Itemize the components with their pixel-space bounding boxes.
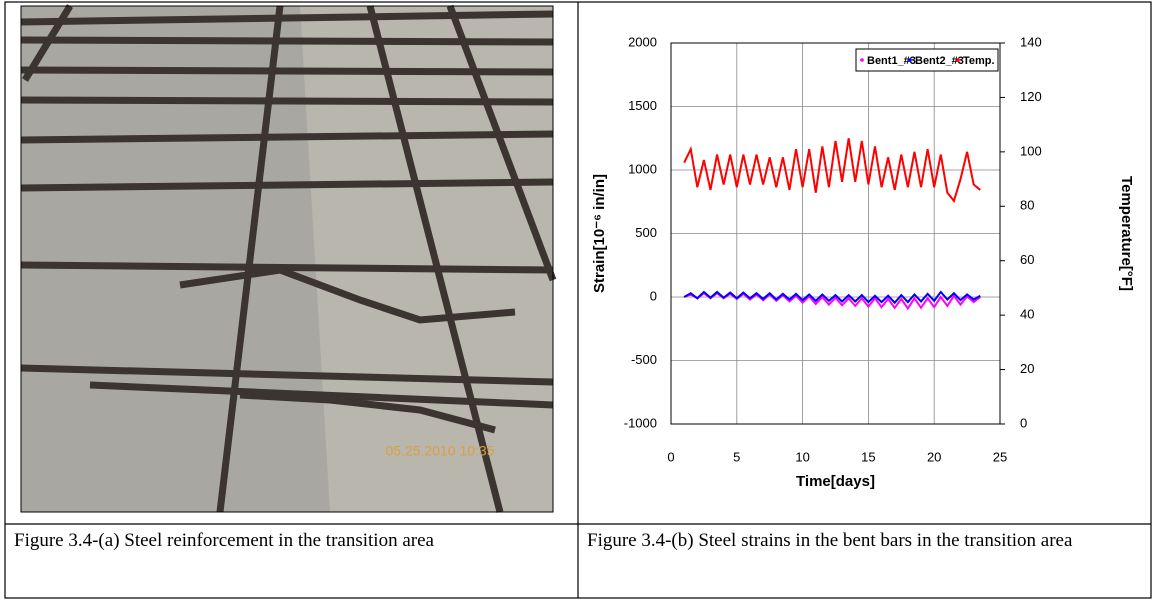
y2-tick-label: 140	[1020, 34, 1042, 49]
photo-bars	[20, 4, 557, 513]
photo: 05.25.2010 10:35	[20, 4, 557, 513]
x-tick-label: 25	[993, 449, 1007, 464]
y2-axis-label: Temperature[°F]	[1118, 176, 1135, 291]
x-tick-label: 5	[733, 449, 740, 464]
y2-tick-label: 20	[1020, 361, 1034, 376]
legend-label: Temp.	[963, 55, 995, 67]
series-line	[683, 290, 981, 305]
photo-slab	[300, 6, 553, 512]
y-tick-label: -1000	[624, 415, 657, 430]
x-axis-label: Time[days]	[796, 473, 875, 490]
legend-marker	[860, 58, 864, 62]
legend-box	[855, 48, 999, 72]
y-tick-label: 1500	[628, 98, 657, 113]
table-borders	[4, 1, 1152, 599]
y-tick-label: 500	[635, 225, 657, 240]
x-tick-label: 10	[795, 449, 809, 464]
y2-tick-label: 60	[1020, 252, 1034, 267]
legend-marker	[908, 58, 912, 62]
legend-label: Bent1_#3	[867, 55, 916, 67]
plot-frame	[670, 42, 1001, 425]
photo-timestamp: 05.25.2010 10:35	[386, 443, 495, 459]
y2-tick-label: 100	[1020, 143, 1042, 158]
chart: -1000 -500 0 500 1000 1500 2000 0 5 10 15 20 25 0 20 40…	[591, 34, 1135, 490]
y-tick-label: 2000	[628, 34, 657, 49]
series-line	[683, 138, 981, 203]
y-tick-label: -500	[631, 352, 657, 367]
legend-label: Bent2_#3	[915, 55, 964, 67]
y-tick-label: 0	[650, 288, 657, 303]
series-line	[683, 291, 981, 311]
y2-tick-label: 120	[1020, 89, 1042, 104]
y2-tick-label: 80	[1020, 198, 1034, 213]
y-tick-label: 1000	[628, 161, 657, 176]
y2-tick-label: 0	[1020, 415, 1027, 430]
y2-tick-label: 40	[1020, 307, 1034, 322]
x-tick-label: 20	[927, 449, 941, 464]
legend-marker	[956, 58, 960, 62]
y-axis-label: Strain[10⁻⁶ in/in]	[591, 174, 608, 293]
x-tick-label: 15	[861, 449, 875, 464]
x-tick-label: 0	[667, 449, 674, 464]
caption: Figure 3.4-(a) Steel reinforcement in th…	[14, 530, 434, 551]
caption: Figure 3.4-(b) Steel strains in the bent…	[587, 530, 1073, 551]
